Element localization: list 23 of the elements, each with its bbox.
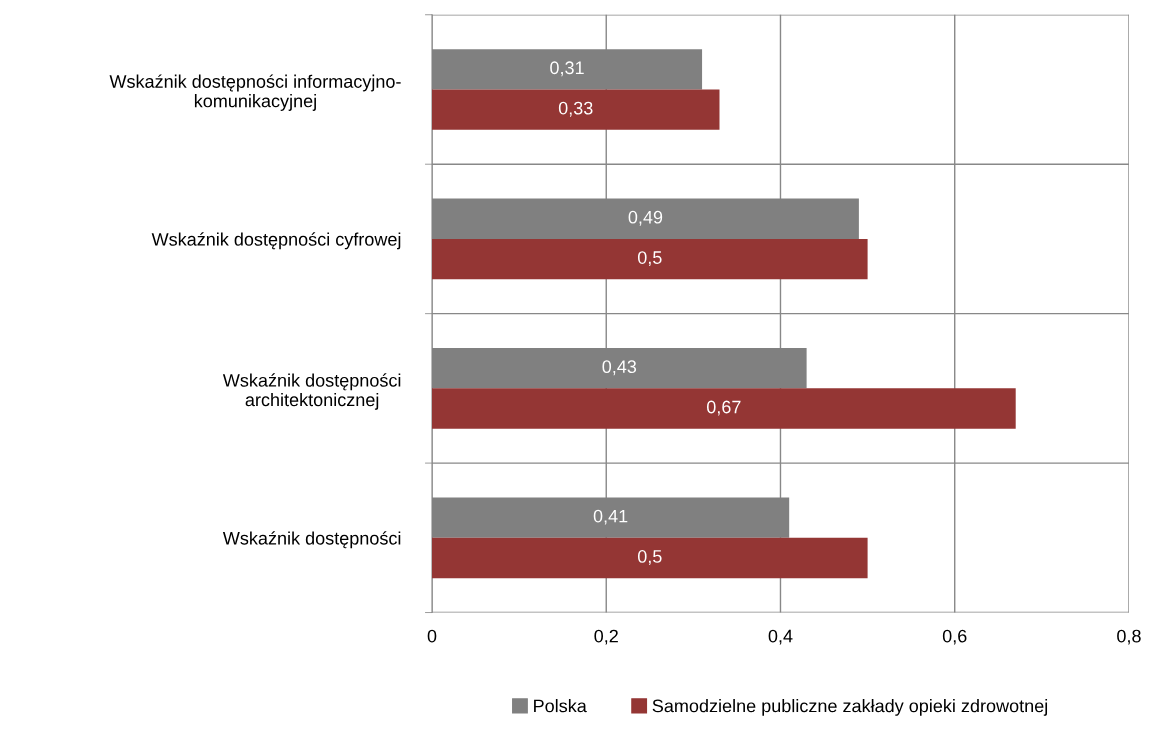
x-tick-label: 0,8 xyxy=(1117,629,1141,645)
y-tick-label: Wskaźnik dostępności xyxy=(222,531,401,549)
bar xyxy=(432,388,1016,429)
y-tick-label: Wskaźnik dostępności informacyjno- komunikacyjnej xyxy=(109,74,401,111)
legend-label: Polska xyxy=(534,699,587,713)
data-label: 0,41 xyxy=(593,509,628,525)
data-label: 0,43 xyxy=(602,360,637,376)
bar xyxy=(432,238,868,280)
x-tick-label: 0 xyxy=(427,629,437,643)
bar xyxy=(432,537,868,579)
bar xyxy=(432,89,720,130)
legend-label: Samodzielne publiczne zakłady opieki zdrowotnej xyxy=(652,699,1048,716)
y-tick-label: Wskaźnik dostępności architektonicznej xyxy=(222,373,401,410)
data-label: 0,33 xyxy=(558,101,593,117)
data-label: 0,67 xyxy=(706,400,741,416)
data-label: 0,5 xyxy=(637,251,662,267)
data-label: 0,49 xyxy=(628,210,663,226)
x-tick-label: 0,6 xyxy=(942,629,967,645)
y-tick-label: Wskaźnik dostępności cyfrowej xyxy=(151,232,401,250)
x-tick-label: 0,2 xyxy=(594,629,618,645)
x-tick-label: 0,4 xyxy=(768,629,793,645)
data-label: 0,5 xyxy=(637,550,662,565)
data-label: 0,31 xyxy=(550,61,584,77)
